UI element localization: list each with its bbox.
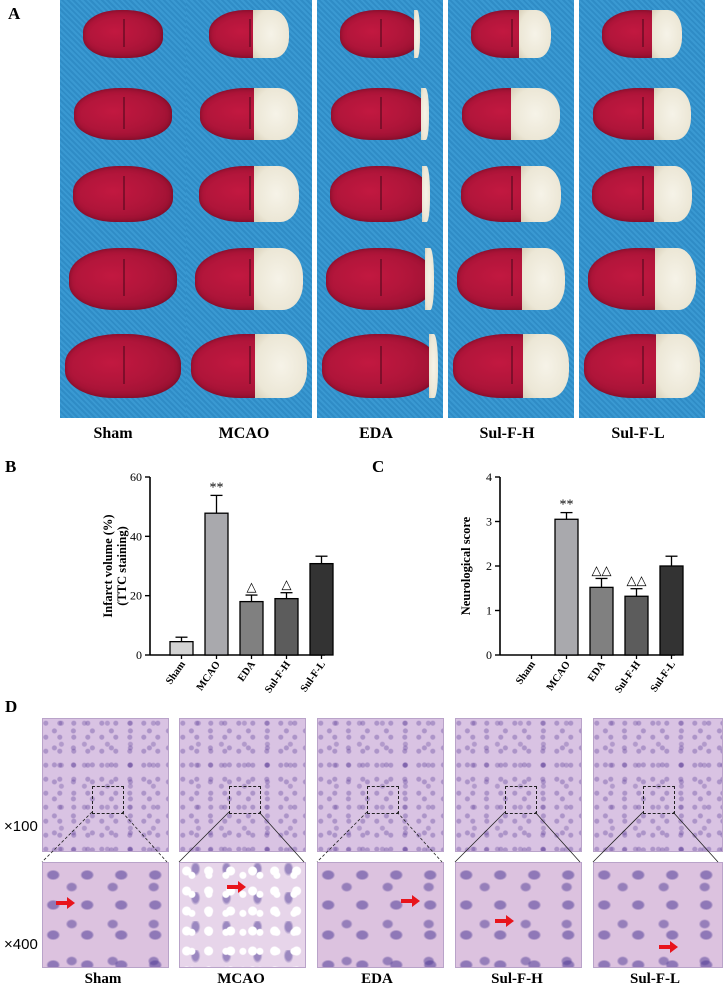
group-label-sul-f-h: Sul-F-H (479, 425, 535, 442)
micrograph-x100 (42, 718, 169, 852)
y-axis-label: Neurological score (459, 516, 473, 615)
brain-slice (340, 10, 420, 58)
panel-d-letter: D (5, 697, 18, 716)
brain-slice (330, 166, 430, 222)
photo-column-2 (317, 0, 443, 418)
brain-slice (209, 10, 289, 58)
brain-slice (453, 334, 569, 398)
brain-slice (74, 88, 172, 140)
brain-slice (195, 248, 303, 310)
he-label-sul-f-h: Sul-F-H (491, 971, 543, 987)
significance-mark: ** (210, 480, 224, 495)
brain-slice (326, 248, 434, 310)
zoom-guide-line (534, 811, 581, 863)
red-arrow-icon (495, 914, 515, 928)
significance-mark: △ (247, 579, 257, 594)
photo-column-3 (448, 0, 574, 418)
brain-slice (73, 166, 173, 222)
brain-slice (584, 334, 700, 398)
group-label-sul-f-l: Sul-F-L (611, 425, 665, 442)
micrograph-x400 (42, 862, 169, 968)
brain-slice (462, 88, 560, 140)
red-arrow-icon (659, 940, 679, 954)
y-tick-label: 1 (486, 604, 492, 618)
red-arrow-icon (401, 894, 421, 908)
red-arrow-icon (56, 896, 76, 910)
brain-slice (457, 248, 565, 310)
micrograph-x400 (593, 862, 723, 968)
brain-slice (471, 10, 551, 58)
he-label-mcao: MCAO (217, 971, 265, 987)
panel-a-letter: A (8, 4, 21, 23)
y-axis-label-sub: (TTC staining) (115, 526, 129, 606)
y-tick-label: 60 (130, 470, 142, 484)
zoom-region-box (643, 786, 675, 814)
brain-slice (200, 88, 298, 140)
brain-slice (69, 248, 177, 310)
y-tick-label: 3 (486, 515, 492, 529)
y-tick-label: 0 (136, 648, 142, 662)
panel-c-letter: C (372, 457, 385, 476)
micrograph-x100 (593, 718, 723, 852)
brain-slice (592, 166, 692, 222)
magnification-100-label: ×100 (4, 818, 38, 835)
significance-mark: △ (282, 577, 292, 592)
zoom-guide-line (454, 811, 506, 863)
he-label-sul-f-l: Sul-F-L (629, 971, 680, 987)
brain-slice (593, 88, 691, 140)
micrograph-x100 (317, 718, 444, 852)
significance-mark: ** (560, 498, 574, 513)
micrograph-x400 (317, 862, 444, 968)
magnification-400-label: ×400 (4, 936, 38, 953)
micrograph-x100 (455, 718, 582, 852)
y-tick-label: 20 (130, 589, 142, 603)
y-tick-label: 4 (486, 470, 492, 484)
zoom-guide-line (178, 811, 230, 863)
significance-mark: △△ (592, 562, 612, 577)
y-tick-label: 0 (486, 648, 492, 662)
zoom-guide-line (258, 811, 305, 863)
panel-b-letter: B (5, 457, 17, 476)
brain-slice (191, 334, 307, 398)
significance-mark: △△ (627, 573, 647, 588)
micrograph-x100 (179, 718, 306, 852)
zoom-guide-line (41, 811, 93, 863)
ttc-staining-photo (60, 0, 724, 418)
zoom-region-box (229, 786, 261, 814)
y-axis-label: Infarct volume (%) (101, 514, 115, 617)
he-label-eda: EDA (361, 971, 393, 987)
zoom-region-box (367, 786, 399, 814)
photo-column-0 (60, 0, 186, 418)
zoom-region-box (505, 786, 537, 814)
brain-slice (588, 248, 696, 310)
micrograph-x400 (455, 862, 582, 968)
he-label-sham: Sham (84, 971, 122, 987)
brain-slice (461, 166, 561, 222)
brain-slice (65, 334, 181, 398)
brain-slice (331, 88, 429, 140)
group-label-mcao: MCAO (218, 425, 270, 442)
photo-column-1 (186, 0, 312, 418)
zoom-guide-line (672, 811, 719, 863)
group-label-sham: Sham (93, 425, 133, 442)
photo-column-4 (579, 0, 705, 418)
zoom-guide-line (592, 811, 644, 863)
brain-slice (199, 166, 299, 222)
brain-slice (322, 334, 438, 398)
y-tick-label: 2 (486, 559, 492, 573)
y-tick-label: 40 (130, 529, 142, 543)
red-arrow-icon (227, 880, 247, 894)
brain-slice (602, 10, 682, 58)
zoom-guide-line (316, 811, 368, 863)
brain-slice (83, 10, 163, 58)
zoom-guide-line (396, 811, 443, 863)
zoom-guide-line (121, 811, 168, 863)
micrograph-x400 (179, 862, 306, 968)
zoom-region-box (92, 786, 124, 814)
group-label-eda: EDA (359, 425, 393, 442)
